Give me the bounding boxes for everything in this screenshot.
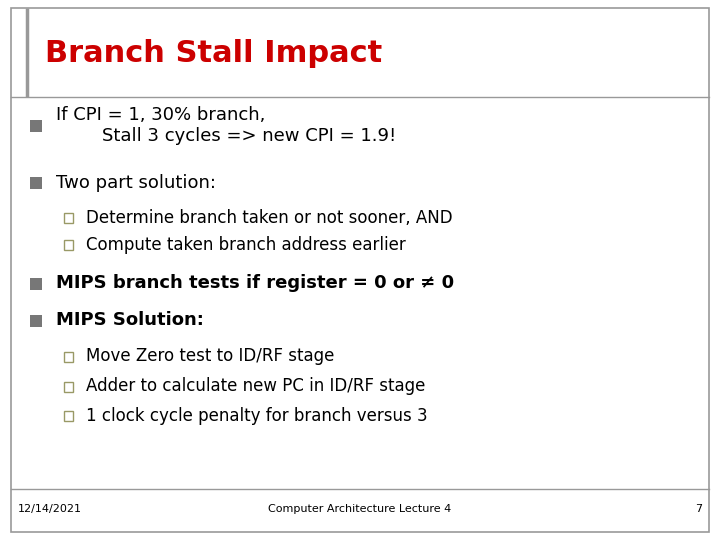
Text: Move Zero test to ID/RF stage: Move Zero test to ID/RF stage [86, 347, 335, 366]
Text: If CPI = 1, 30% branch,
        Stall 3 cycles => new CPI = 1.9!: If CPI = 1, 30% branch, Stall 3 cycles =… [56, 106, 397, 145]
Text: MIPS Solution:: MIPS Solution: [56, 311, 204, 329]
Text: Determine branch taken or not sooner, AND: Determine branch taken or not sooner, AN… [86, 208, 453, 227]
Text: Adder to calculate new PC in ID/RF stage: Adder to calculate new PC in ID/RF stage [86, 377, 426, 395]
Text: MIPS branch tests if register = 0 or ≠ 0: MIPS branch tests if register = 0 or ≠ 0 [56, 274, 454, 293]
Text: 12/14/2021: 12/14/2021 [18, 504, 82, 514]
FancyBboxPatch shape [11, 8, 709, 532]
Bar [63, 411, 73, 421]
Bar [63, 382, 73, 392]
Bar [63, 352, 73, 362]
Bar [30, 120, 42, 132]
Text: Compute taken branch address earlier: Compute taken branch address earlier [86, 235, 406, 254]
Bar [63, 240, 73, 250]
Text: Two part solution:: Two part solution: [56, 173, 216, 192]
Bar [30, 315, 42, 327]
Bar [63, 213, 73, 223]
Text: 7: 7 [695, 504, 702, 514]
Bar [30, 278, 42, 290]
Text: Computer Architecture Lecture 4: Computer Architecture Lecture 4 [269, 504, 451, 514]
Bar [30, 177, 42, 189]
Text: 1 clock cycle penalty for branch versus 3: 1 clock cycle penalty for branch versus … [86, 407, 428, 425]
Text: Branch Stall Impact: Branch Stall Impact [45, 39, 382, 69]
